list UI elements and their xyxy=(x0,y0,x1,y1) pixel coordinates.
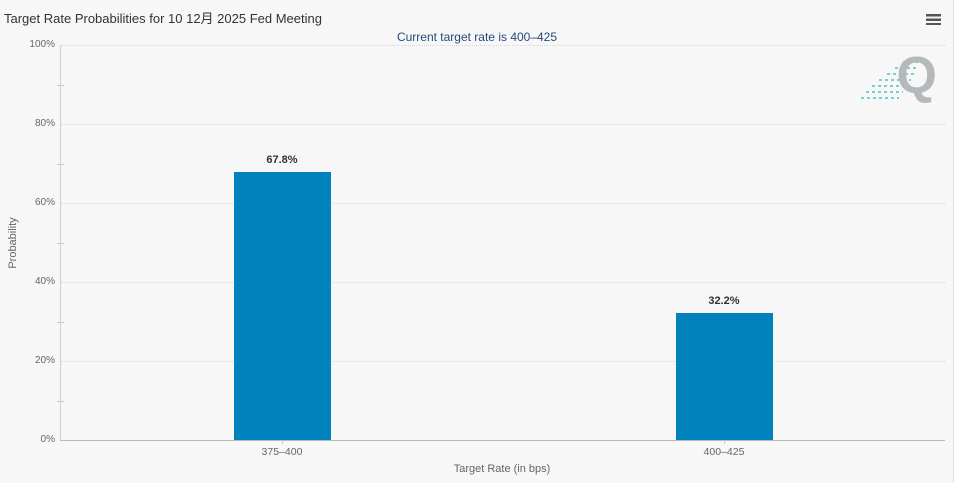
watermark-streak-icon xyxy=(872,85,907,87)
y-minor-tick xyxy=(57,242,64,244)
x-axis-title: Target Rate (in bps) xyxy=(453,463,551,475)
watermark-streak-icon xyxy=(903,61,919,63)
y-tick-label: 0% xyxy=(40,434,55,445)
gridline xyxy=(61,45,945,46)
bar-375–400[interactable] xyxy=(233,172,331,440)
gridline xyxy=(61,203,945,204)
y-tick-label: 80% xyxy=(34,118,55,129)
y-minor-tick xyxy=(57,321,64,323)
watermark-streak-icon xyxy=(895,67,917,69)
watermark-streak-icon xyxy=(887,73,914,75)
y-tick-label: 60% xyxy=(34,197,55,208)
y-axis-title: Probability xyxy=(7,217,19,269)
gridline xyxy=(61,124,945,125)
x-tick-mark xyxy=(724,440,725,444)
chart-title: Target Rate Probabilities for 10 12月 202… xyxy=(4,11,322,26)
y-minor-tick xyxy=(57,84,64,86)
y-tick-label: 100% xyxy=(29,39,55,50)
watermark-logo: Q xyxy=(861,47,939,117)
watermark-streak-icon xyxy=(861,97,899,99)
bar-value-label: 67.8% xyxy=(266,154,298,167)
gridline xyxy=(61,282,945,283)
watermark-streak-icon xyxy=(879,79,911,81)
plot-area: Q 0% 20% 40% 60% 80% 100% 67.8% 375–400 32.2% 400… xyxy=(29,39,945,458)
bar-value-label: 32.2% xyxy=(708,294,740,307)
bar-400–425[interactable] xyxy=(675,312,773,440)
y-minor-tick xyxy=(57,163,64,165)
chart-subtitle: Current target rate is 400–425 xyxy=(396,30,558,44)
hamburger-icon xyxy=(926,14,941,25)
y-tick-label: 40% xyxy=(34,276,55,287)
watermark-q-letter: Q xyxy=(896,47,937,105)
x-tick-label: 400–425 xyxy=(703,446,745,458)
gridline xyxy=(61,361,945,362)
y-tick-label: 20% xyxy=(34,355,55,366)
watermark-streak-icon xyxy=(866,91,903,93)
x-tick-label: 375–400 xyxy=(261,446,303,458)
chart-context-menu-button[interactable] xyxy=(923,9,944,28)
x-tick-mark xyxy=(282,440,283,444)
y-minor-tick xyxy=(57,400,64,402)
